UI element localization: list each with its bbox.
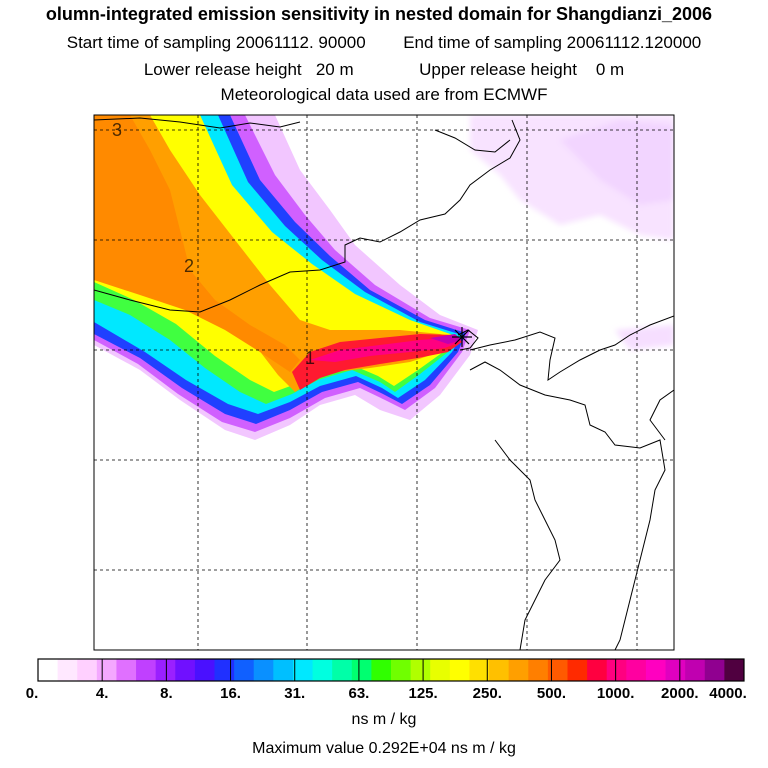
upper-height-label: Upper release height — [419, 60, 577, 79]
lat-lon-grid — [94, 115, 674, 650]
colorbar-swatch — [489, 659, 510, 681]
colorbar-swatch — [547, 659, 568, 681]
upper-height-value: 0 m — [595, 60, 625, 79]
colorbar-tick-label: 500. — [536, 685, 567, 702]
low-sensitivity-region — [470, 115, 674, 350]
colorbar-swatch — [155, 659, 176, 681]
map-frame — [93, 114, 675, 651]
colorbar-swatch — [685, 659, 706, 681]
contour-label-1: 1 — [305, 348, 315, 368]
release-heights: Lower release height 20 m Upper release … — [0, 60, 768, 80]
colorbar-swatch — [253, 659, 274, 681]
colorbar-swatch — [449, 659, 470, 681]
plume-layers — [94, 115, 478, 440]
plume-layer-core — [310, 337, 460, 362]
colorbar-tick-label: 63. — [348, 685, 370, 702]
colorbar-swatch — [351, 659, 372, 681]
colorbar-swatch — [626, 659, 647, 681]
maximum-value: Maximum value 0.292E+04 ns m / kg — [252, 740, 516, 757]
colorbar-swatch — [645, 659, 667, 681]
colorbar-swatch — [665, 659, 686, 681]
start-time-label: Start time of sampling — [66, 33, 232, 52]
sampling-times: Start time of sampling 20061112. 90000 E… — [0, 33, 768, 53]
colorbar-swatch — [77, 659, 98, 681]
colorbar-swatch — [724, 659, 745, 681]
lower-height-value: 20 m — [315, 60, 354, 79]
colorbar-swatch — [38, 659, 59, 681]
colorbar-swatch — [704, 659, 725, 681]
map-title: olumn-integrated emission sensitivity in… — [45, 4, 713, 24]
end-time-label: End time of sampling — [403, 33, 562, 52]
colorbar-swatch — [587, 659, 608, 681]
colorbar-swatch — [96, 659, 117, 681]
met-data-note: Meteorological data used are from ECMWF — [220, 85, 548, 104]
colorbar-frame — [37, 658, 745, 682]
colorbar-tick-label: 4. — [95, 685, 109, 702]
colorbar-tick-label: 250. — [472, 685, 502, 702]
colorbar-swatch — [391, 659, 412, 681]
colorbar-tick-label: 31. — [284, 685, 306, 702]
colorbar-swatch — [332, 659, 353, 681]
coastlines — [94, 117, 674, 650]
colorbar-swatch — [469, 659, 490, 681]
colorbar-swatch — [116, 659, 137, 681]
colorbar-swatch — [234, 659, 255, 681]
colorbar-swatch — [175, 659, 196, 681]
colorbar-tick-label: 1000. — [596, 685, 635, 702]
colorbar-tick-label: 16. — [220, 685, 241, 702]
colorbar-tick-label: 125. — [408, 685, 438, 702]
plume-layer-orange — [94, 115, 456, 392]
colorbar-swatch — [410, 659, 431, 681]
lower-height-label: Lower release height — [143, 60, 302, 79]
receptor-star-icon — [452, 327, 472, 347]
colorbar-swatch — [430, 659, 451, 681]
colorbar-unit: ns m / kg — [351, 711, 417, 728]
plume-layer-orange-tail — [94, 115, 300, 372]
colorbar-swatch — [214, 659, 235, 681]
colorbar-swatch — [567, 659, 588, 681]
colorbar-swatch — [312, 659, 333, 681]
start-time-value: 20061112. 90000 — [235, 33, 366, 52]
colorbar-swatch — [606, 659, 627, 681]
colorbar-swatch — [292, 659, 314, 681]
colorbar-tick-label: 2000. — [661, 685, 699, 702]
colorbar-swatch — [136, 659, 157, 681]
colorbar-swatch — [371, 659, 392, 681]
colorbar-swatch — [194, 659, 215, 681]
colorbar-tick-label: 0. — [25, 685, 39, 702]
colorbar-swatch — [273, 659, 294, 681]
colorbar-tick-label: 8. — [160, 685, 173, 702]
contour-label-2: 2 — [184, 256, 194, 276]
emission-sensitivity-field — [94, 115, 674, 440]
colorbar-swatch — [57, 659, 78, 681]
colorbar — [38, 659, 745, 681]
colorbar-tick-label: 4000. — [709, 685, 747, 702]
contour-label-3: 3 — [112, 120, 122, 140]
end-time-value: 20061112.120000 — [566, 33, 702, 52]
colorbar-swatch — [508, 659, 529, 681]
colorbar-swatch — [528, 659, 549, 681]
